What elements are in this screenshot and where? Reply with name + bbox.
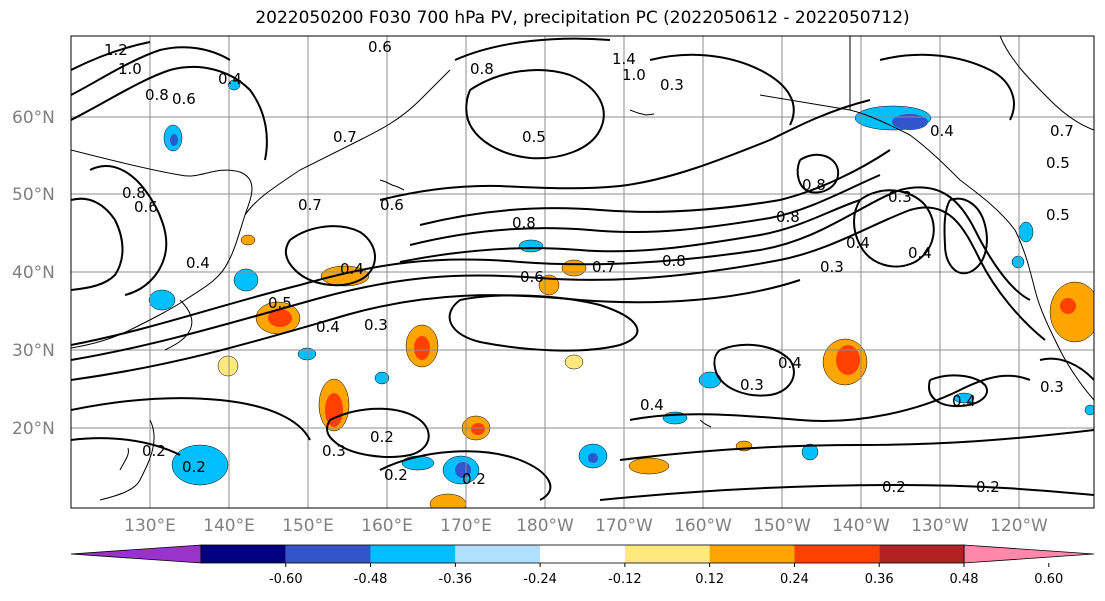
- contour-label: 0.6: [520, 268, 544, 286]
- colorbar-segment: [540, 545, 625, 563]
- contour-label: 1.2: [104, 41, 128, 59]
- lon-label: 180°W: [516, 516, 574, 536]
- colorbar: -0.60 -0.48 -0.36 -0.24 -0.12 0.12 0.24 0.36 0.4…: [70, 544, 1095, 587]
- lon-label: 130°W: [911, 516, 969, 536]
- colorbar-tick-label: 0.36: [865, 572, 894, 587]
- lon-label: 170°W: [595, 516, 653, 536]
- lon-label: 140°E: [203, 516, 255, 536]
- lat-label: 20°N: [12, 419, 55, 439]
- contour-label: 0.8: [122, 184, 146, 202]
- colorbar-segment: [709, 545, 795, 563]
- colorbar-extension-high: [963, 544, 1095, 564]
- contour-label: 0.6: [368, 38, 392, 56]
- lat-label: 60°N: [12, 108, 55, 128]
- colorbar-frame: [200, 544, 965, 564]
- map-frame: [70, 35, 1095, 509]
- contour-label: 0.6: [380, 196, 404, 214]
- contour-label: 1.4: [612, 50, 636, 68]
- lon-label: 160°W: [674, 516, 732, 536]
- contour-label: 0.4: [846, 234, 870, 252]
- contour-label: 0.3: [660, 76, 684, 94]
- map-title: 2022050200 F030 700 hPa PV, precipitatio…: [255, 8, 910, 28]
- contour-label: 0.2: [882, 478, 906, 496]
- contour-label: 0.4: [316, 318, 340, 336]
- lat-label: 30°N: [12, 341, 55, 361]
- colorbar-segment: [370, 545, 456, 563]
- colorbar-segment: [879, 545, 964, 563]
- lon-label: 160°E: [361, 516, 413, 536]
- lon-label: 130°E: [124, 516, 176, 536]
- colorbar-segment: [455, 545, 541, 563]
- contour-label: 0.5: [1046, 206, 1070, 224]
- colorbar-segment: [285, 545, 371, 563]
- contour-label: 0.4: [908, 244, 932, 262]
- colorbar-tick-label: -0.48: [354, 572, 388, 587]
- contour-label: 0.5: [1046, 154, 1070, 172]
- colorbar-tick-label: 0.60: [1034, 572, 1063, 587]
- coastlines: [71, 36, 1094, 501]
- colorbar-segment: [794, 545, 880, 563]
- contour-label: 0.3: [820, 258, 844, 276]
- contour-label-group: 1.2 1.0 0.8 0.6 0.4 0.7 0.6 0.5 0.8 0.7 …: [104, 38, 1074, 496]
- contour-label: 0.8: [662, 252, 686, 270]
- contour-label: 0.3: [322, 442, 346, 460]
- lat-label: 50°N: [12, 185, 55, 205]
- contour-label: 0.8: [776, 208, 800, 226]
- contour-label: 0.5: [268, 294, 292, 312]
- colorbar-tick-label: 0.12: [695, 572, 724, 587]
- colorbar-tick-label: -0.12: [608, 572, 642, 587]
- contour-label: 0.8: [802, 176, 826, 194]
- contour-label: 0.7: [333, 128, 357, 146]
- contour-label: 0.4: [186, 254, 210, 272]
- colorbar-tick-label: 0.24: [780, 572, 809, 587]
- contour-label: 0.3: [364, 316, 388, 334]
- lon-label: 120°W: [990, 516, 1048, 536]
- lon-label: 150°W: [753, 516, 811, 536]
- contour-label: 0.3: [888, 188, 912, 206]
- pv-contours: [71, 37, 1094, 501]
- contour-label: 0.4: [218, 70, 242, 88]
- colorbar-tick-label: -0.36: [439, 572, 473, 587]
- precip-shading: [148, 79, 1094, 508]
- contour-label: 0.3: [1040, 378, 1064, 396]
- colorbar-tick-label: 0.48: [950, 572, 979, 587]
- longitude-axis: 130°E 140°E 150°E 160°E 170°E 180°W 170°…: [124, 516, 1048, 536]
- contour-label: 0.8: [512, 214, 536, 232]
- contour-label: 0.5: [522, 128, 546, 146]
- colorbar-tick-label: -0.24: [523, 572, 557, 587]
- contour-label: 0.7: [1050, 122, 1074, 140]
- lon-label: 150°E: [282, 516, 334, 536]
- contour-label: 1.0: [118, 60, 142, 78]
- contour-label: 0.8: [470, 60, 494, 78]
- contour-label: 0.3: [740, 376, 764, 394]
- contour-label: 0.2: [462, 470, 486, 488]
- contour-label: 0.2: [384, 466, 408, 484]
- lon-label: 140°W: [832, 516, 890, 536]
- contour-label: 0.8: [145, 86, 169, 104]
- contour-label: 0.4: [778, 354, 802, 372]
- lon-label: 170°E: [440, 516, 492, 536]
- contour-label: 0.4: [952, 392, 976, 410]
- colorbar-extension-low: [70, 544, 202, 564]
- contour-label: 0.2: [370, 428, 394, 446]
- contour-label: 0.2: [976, 478, 1000, 496]
- colorbar-tick-label: -0.60: [269, 572, 303, 587]
- contour-label: 0.4: [930, 122, 954, 140]
- contour-label: 0.2: [142, 442, 166, 460]
- contour-label: 0.4: [640, 396, 664, 414]
- contour-label: 0.6: [134, 198, 158, 216]
- colorbar-segment: [201, 545, 286, 563]
- colorbar-segment: [624, 545, 710, 563]
- contour-label: 1.0: [622, 66, 646, 84]
- latitude-axis: 60°N 50°N 40°N 30°N 20°N: [12, 108, 55, 439]
- lat-label: 40°N: [12, 263, 55, 283]
- contour-label: 0.2: [182, 458, 206, 476]
- contour-label: 0.7: [298, 196, 322, 214]
- contour-label: 0.6: [172, 90, 196, 108]
- contour-label: 0.7: [592, 258, 616, 276]
- contour-label: 0.4: [340, 260, 364, 278]
